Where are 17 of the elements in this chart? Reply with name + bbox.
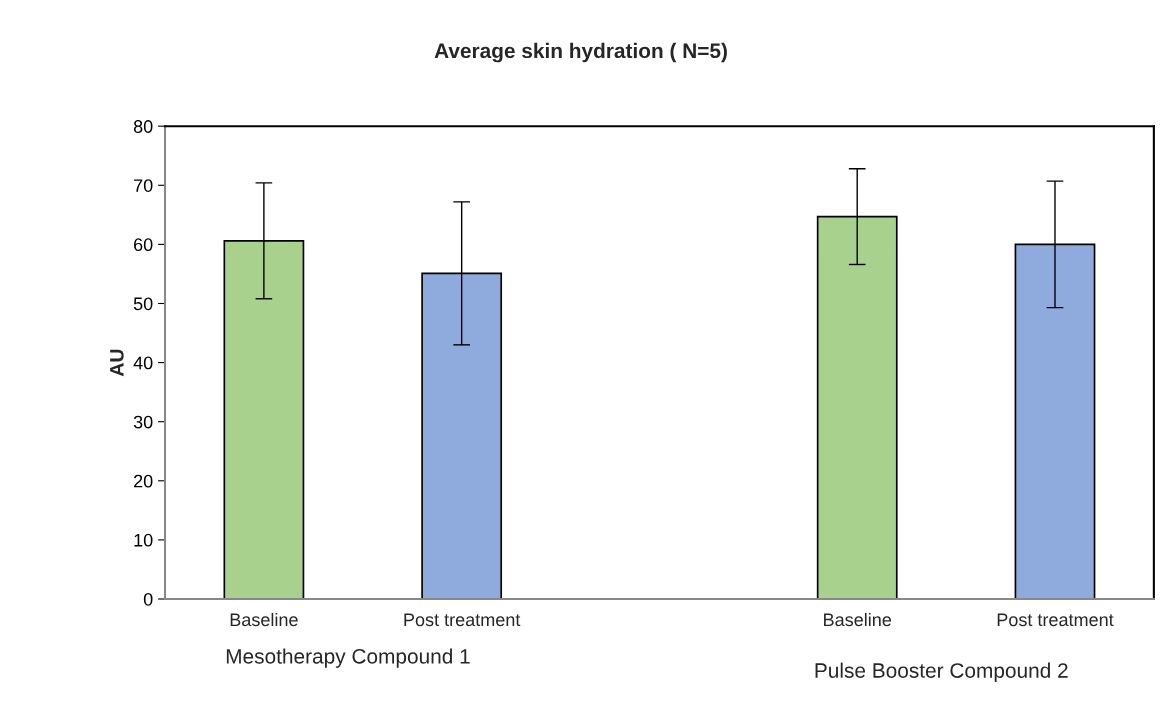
- x-tick-label: Post treatment: [404, 613, 521, 627]
- y-tick-label: 80: [133, 120, 153, 133]
- y-tick-label: 0: [143, 592, 153, 606]
- x-tick-label: Baseline: [230, 612, 298, 627]
- y-tick-label: 30: [133, 415, 153, 429]
- y-tick-label: 40: [133, 356, 153, 370]
- chart-title: Average skin hydration ( N=5): [434, 42, 727, 63]
- y-tick-label: 20: [134, 474, 153, 488]
- y-axis-title: AU: [110, 349, 124, 377]
- y-tick-label: 60: [134, 238, 153, 252]
- x-tick-label: Baseline: [824, 612, 892, 627]
- y-tick-label: 70: [134, 179, 153, 192]
- text: Pulse Booster Compound 2: [815, 662, 1068, 682]
- x-tick-label: Post treatment: [997, 613, 1114, 627]
- text: Mesotherapy Compound 1: [226, 648, 470, 668]
- y-tick-label: 50: [133, 297, 153, 311]
- y-tick-label: 10: [134, 533, 153, 547]
